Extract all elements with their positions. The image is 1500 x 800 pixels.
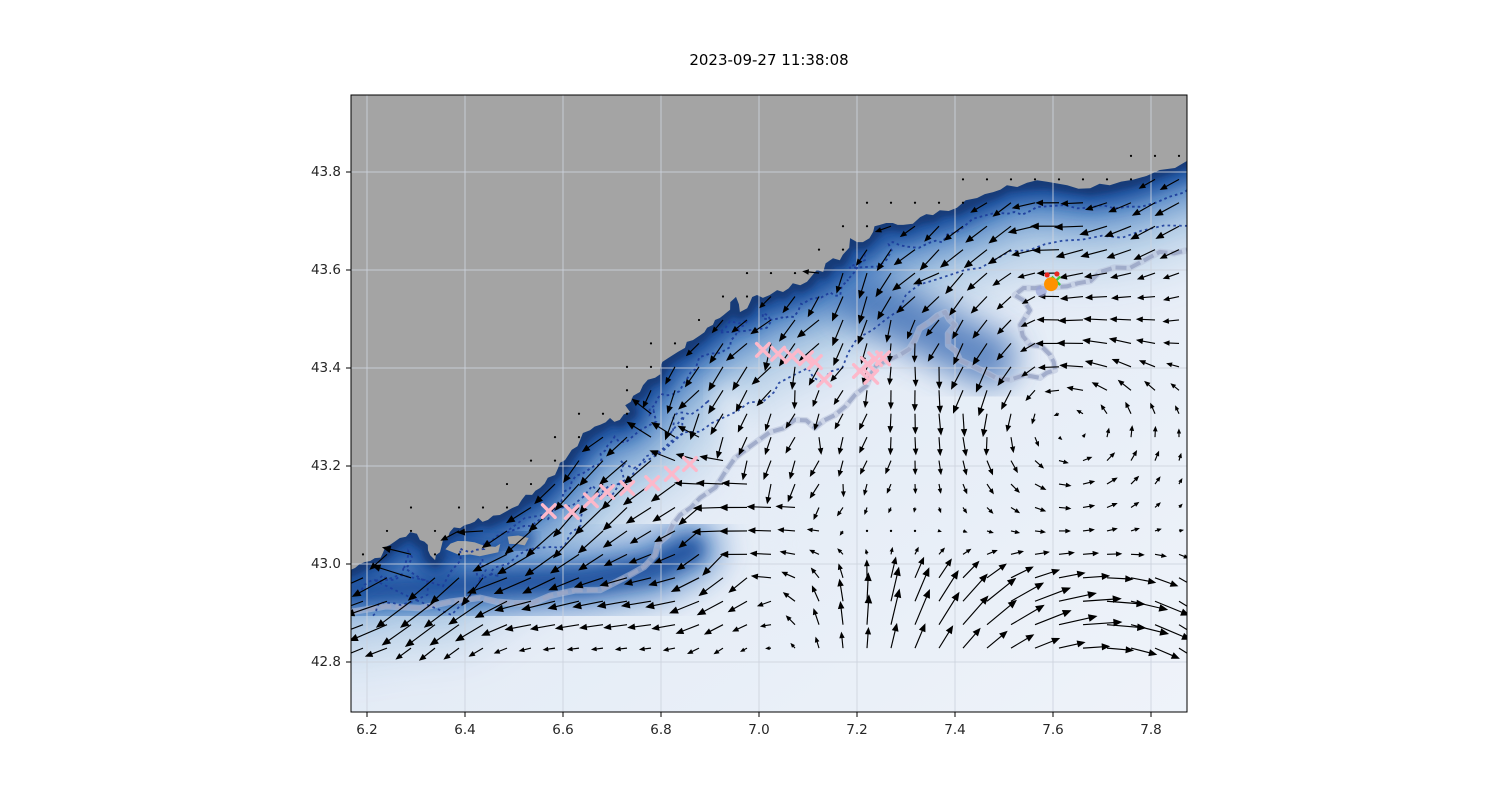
- pink-x-marker: [619, 480, 636, 497]
- plot-title: 2023-09-27 11:38:08: [689, 51, 849, 69]
- marker-layer: [540, 271, 1061, 521]
- y-tick-label: 43.4: [310, 360, 341, 376]
- map-layers: [351, 95, 1187, 712]
- pink-x-marker: [599, 483, 616, 500]
- pink-x-marker: [806, 354, 823, 371]
- plot-frame: [350, 94, 1188, 713]
- x-tick-label: 6.6: [552, 722, 574, 738]
- pink-x-marker: [783, 348, 800, 365]
- gridlines: [351, 95, 1187, 712]
- lavender-dot-marker: [1035, 285, 1047, 297]
- x-tick-label: 6.8: [650, 722, 672, 738]
- y-tick-label: 43.0: [310, 556, 341, 572]
- x-tick-label: 7.2: [846, 722, 868, 738]
- pink-x-marker: [874, 350, 891, 367]
- pink-x-marker: [816, 371, 833, 388]
- x-tick-label: 6.4: [454, 722, 476, 738]
- y-tick-label: 43.8: [310, 164, 341, 180]
- pink-x-marker: [798, 350, 815, 367]
- y-tick-label: 43.6: [310, 262, 341, 278]
- tick-marks: [346, 171, 1152, 717]
- pink-x-marker: [863, 368, 880, 385]
- dashed-contour-offshore: [508, 224, 1187, 531]
- y-tick-label: 43.2: [310, 458, 341, 474]
- pink-x-marker: [563, 504, 580, 521]
- x-tick-label: 6.2: [356, 722, 378, 738]
- pink-x-marker: [663, 465, 680, 482]
- pink-x-marker: [754, 341, 771, 358]
- red-dot-marker: [1044, 272, 1050, 278]
- y-tick-label: 42.8: [310, 654, 341, 670]
- pink-x-marker: [582, 492, 599, 509]
- x-tick-label: 7.8: [1140, 722, 1162, 738]
- x-tick-label: 7.4: [944, 722, 966, 738]
- pink-x-marker: [770, 345, 787, 362]
- map-plot-area: [346, 94, 1188, 717]
- orange-dot-marker: [1044, 277, 1059, 292]
- thick-contour: [351, 248, 1187, 614]
- red-dot-marker: [1054, 271, 1060, 277]
- pink-x-marker: [540, 503, 557, 520]
- pink-x-marker: [859, 356, 876, 373]
- pink-x-marker: [644, 475, 661, 492]
- pink-x-marker: [681, 456, 698, 473]
- island: [445, 541, 501, 557]
- dashed-contour-southwest: [371, 399, 710, 618]
- x-tick-label: 7.6: [1042, 722, 1064, 738]
- x-tick-label: 7.0: [748, 722, 770, 738]
- land-mass: [351, 95, 1187, 570]
